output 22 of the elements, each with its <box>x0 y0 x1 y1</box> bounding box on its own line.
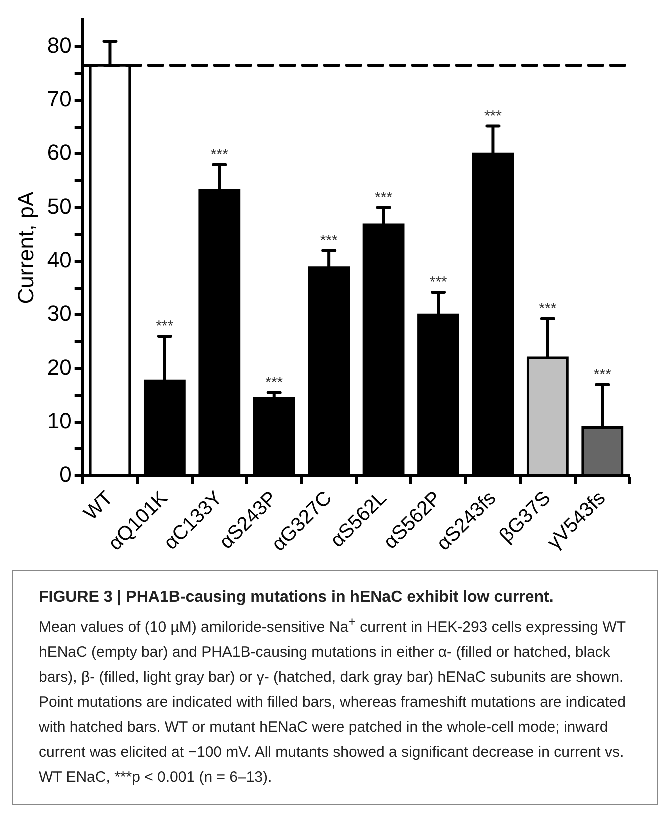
annotation: *** <box>430 274 448 292</box>
x-tick-label: WT <box>80 487 118 525</box>
y-tick-label: 50 <box>47 194 72 219</box>
text: FIGURE 3 | PHA1B-causing mutations in hENaC exhibit low current. <box>39 588 555 608</box>
annotation: *** <box>266 374 284 392</box>
annotation: *** <box>484 108 502 125</box>
y-tick-label: 0 <box>60 462 72 488</box>
y-tick-label: 70 <box>47 86 72 112</box>
y-tick-label: 80 <box>47 32 72 58</box>
annotation: *** <box>320 232 338 250</box>
annotation: *** <box>539 300 557 318</box>
y-tick-label: 30 <box>47 301 72 326</box>
annotation: *** <box>210 146 229 164</box>
y-tick-label: 10 <box>47 408 72 434</box>
y-tick-label: 40 <box>47 248 72 272</box>
annotation: *** <box>594 366 612 384</box>
annotation: *** <box>375 189 393 206</box>
annotation: *** <box>156 318 174 336</box>
text: Mean values of (10 µM) amiloride-sensitive Na$^{+}$ current in HEK-293 cells expressing WT hENaC (empty bar) and PHA1B-causing mutations in either α- (filled or hatched, black bars), β- (filled, light gray bar) or γ- (hatched, dark gray bar) hENaC subunits are shown. Point mutations are indicated with filled bars, whereas frameshift mutations are indicated with hatched bars. WT or mutant hENaC were patched in the whole-cell mode; inward current was elicited at −100 mV. All mutants showed a significant decrease in current vs. WT ENaC, ***p < 0.001 (n = 6–13). <box>39 615 626 786</box>
y-axis-title: Current, pA <box>13 191 38 304</box>
y-tick-label: 20 <box>47 354 72 380</box>
y-tick-label: 60 <box>47 140 72 166</box>
